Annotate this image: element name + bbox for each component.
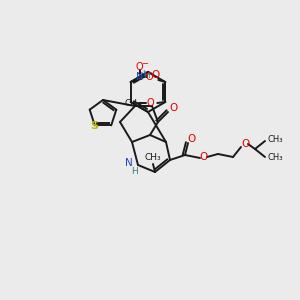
Text: O: O xyxy=(200,152,208,162)
Text: N: N xyxy=(136,72,143,82)
Text: CH₃: CH₃ xyxy=(267,136,283,145)
Text: O: O xyxy=(146,72,154,82)
Text: +: + xyxy=(140,68,147,77)
Text: N: N xyxy=(125,158,133,168)
Text: CH₃: CH₃ xyxy=(145,152,161,161)
Text: CH₃: CH₃ xyxy=(267,154,283,163)
Text: methyl: methyl xyxy=(138,102,143,104)
Text: S: S xyxy=(90,121,98,131)
Text: H: H xyxy=(144,70,150,80)
Text: O: O xyxy=(136,62,143,72)
Text: −: − xyxy=(141,59,148,68)
Text: O: O xyxy=(188,134,196,144)
Text: H: H xyxy=(132,167,138,176)
Text: O: O xyxy=(241,139,249,149)
Text: O: O xyxy=(169,103,177,113)
Text: CH₃: CH₃ xyxy=(124,98,141,107)
Text: O: O xyxy=(146,98,154,108)
Text: O: O xyxy=(151,70,159,80)
